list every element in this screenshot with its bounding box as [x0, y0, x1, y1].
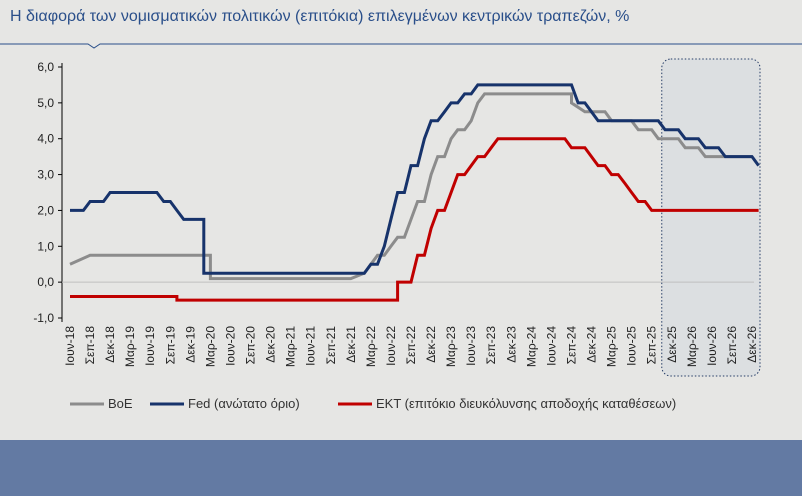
x-tick-label: Μαρ-20: [203, 326, 217, 367]
series-line-fed: [70, 83, 760, 275]
x-tick-label: Δεκ-26: [745, 326, 759, 363]
title-underline: [0, 43, 802, 49]
x-tick-label: Δεκ-20: [264, 326, 278, 363]
x-tick-label: Ιουν-26: [705, 326, 719, 366]
x-tick-label: Ιουν-19: [143, 326, 157, 366]
x-tick-label: Μαρ-22: [364, 326, 378, 367]
y-tick-label: 3,0: [37, 168, 54, 182]
x-tick-label: Δεκ-23: [504, 326, 518, 363]
x-tick-label: Σεπ-23: [484, 326, 498, 365]
x-tick-label: Σεπ-22: [404, 326, 418, 365]
y-tick-label: 1,0: [37, 239, 54, 253]
x-tick-label: Σεπ-21: [324, 326, 338, 365]
x-tick-label: Μαρ-23: [444, 326, 458, 367]
y-tick-label: 4,0: [37, 132, 54, 146]
x-tick-label: Δεκ-18: [103, 326, 117, 363]
x-tick-label: Δεκ-22: [424, 326, 438, 363]
legend-label-ecb: ΕΚΤ (επιτόκιο διευκόλυνσης αποδοχής κατα…: [376, 396, 676, 411]
x-tick-label: Σεπ-19: [163, 326, 177, 365]
x-tick-label: Ιουν-21: [304, 326, 318, 366]
x-tick-label: Δεκ-24: [585, 326, 599, 363]
y-tick-label: -1,0: [33, 311, 54, 325]
x-tick-label: Μαρ-19: [123, 326, 137, 367]
x-tick-label: Μαρ-26: [685, 326, 699, 367]
x-tick-label: Σεπ-20: [244, 326, 258, 365]
y-tick-label: 5,0: [37, 96, 54, 110]
series-line-ecb: [70, 137, 759, 302]
legend-label-fed: Fed (ανώτατο όριο): [188, 396, 300, 411]
footer-bar: [0, 440, 802, 496]
y-tick-label: 0,0: [37, 275, 54, 289]
x-tick-label: Ιουν-20: [223, 326, 237, 366]
x-tick-label: Μαρ-25: [605, 326, 619, 367]
x-tick-label: Δεκ-21: [344, 326, 358, 363]
x-tick-label: Ιουν-22: [384, 326, 398, 366]
chart-title: Η διαφορά των νομισματικών πολιτικών (επ…: [10, 8, 630, 25]
x-tick-label: Σεπ-24: [564, 326, 578, 365]
x-tick-label: Ιουν-18: [63, 326, 77, 366]
line-chart: 6,0 5,0 4,0 3,0 2,0 1,0 0,0 -1,0 Ιουν-18 Σεπ-18 Δε…: [33, 58, 761, 411]
x-tick-label: Σεπ-18: [83, 326, 97, 365]
x-tick-label: Δεκ-25: [665, 326, 679, 363]
x-tick-label: Σεπ-26: [725, 326, 739, 365]
x-tick-label: Σεπ-25: [645, 326, 659, 365]
x-tick-label: Ιουν-23: [464, 326, 478, 366]
x-tick-label: Ιουν-24: [544, 326, 558, 366]
x-tick-label: Μαρ-24: [524, 326, 538, 367]
legend-label-boe: BoE: [108, 396, 133, 411]
series-line-boe: [69, 92, 752, 281]
x-tick-label: Ιουν-25: [625, 326, 639, 366]
x-tick-label: Δεκ-19: [183, 326, 197, 363]
y-tick-label: 6,0: [37, 60, 54, 74]
x-tick-label: Μαρ-21: [284, 326, 298, 367]
y-tick-label: 2,0: [37, 203, 54, 217]
